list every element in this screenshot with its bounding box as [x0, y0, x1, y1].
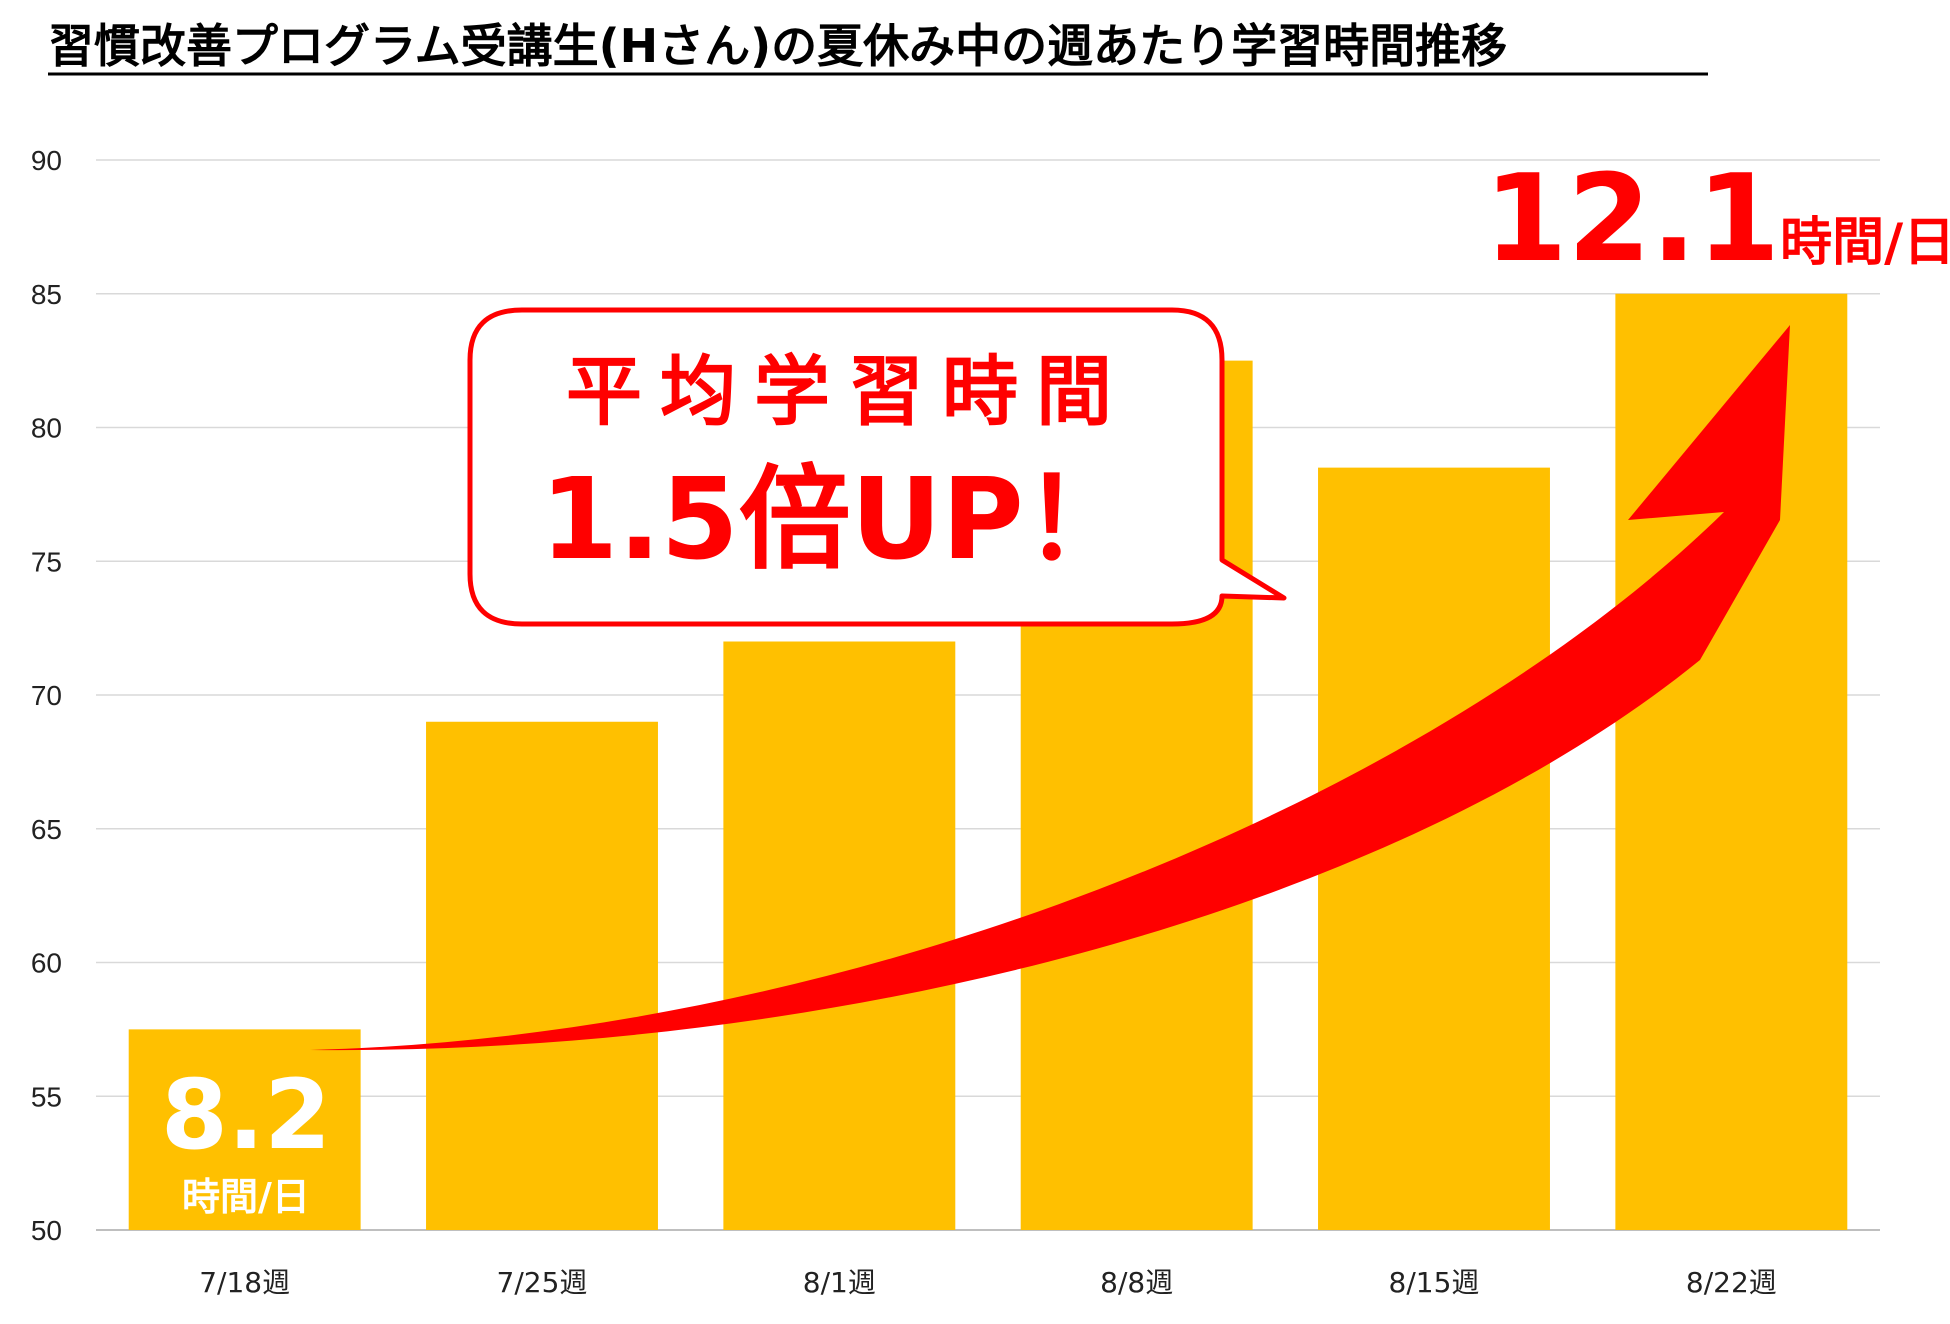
- last-bar-annotation-text: 12.1時間/日: [1484, 150, 1950, 289]
- callout-line2: 1.5倍UP！: [540, 455, 1135, 585]
- y-axis-ticks: 50 55 60 65 70 75 80 85 90: [31, 145, 62, 1246]
- first-bar-unit: 時間/日: [182, 1175, 310, 1219]
- x-tick-label: 8/8週: [1100, 1266, 1173, 1299]
- y-tick-label: 75: [31, 546, 62, 577]
- last-bar-unit: 時間/日: [1780, 213, 1950, 273]
- callout-bubble-shape: [467, 307, 1287, 627]
- y-tick-label: 65: [31, 814, 62, 845]
- y-tick-label: 80: [31, 413, 62, 444]
- y-tick-label: 90: [31, 145, 62, 176]
- y-tick-label: 85: [31, 279, 62, 310]
- y-tick-label: 70: [31, 680, 62, 711]
- callout-bubble: 平均学習時間 1.5倍UP！: [467, 307, 1287, 627]
- y-tick-label: 55: [31, 1081, 62, 1112]
- x-tick-label: 8/15週: [1389, 1266, 1480, 1299]
- y-tick-label: 60: [31, 948, 62, 979]
- last-bar-annotation: 12.1時間/日: [1484, 150, 1950, 289]
- y-tick-label: 50: [31, 1215, 62, 1246]
- x-tick-label: 7/18週: [199, 1266, 290, 1299]
- bar: [426, 721, 658, 1230]
- gridlines: [96, 159, 1880, 1231]
- chart-title: 習慣改善プログラム受講生(Hさん)の夏休み中の週あたり学習時間推移: [48, 19, 1507, 73]
- x-tick-label: 8/1週: [803, 1266, 876, 1299]
- x-tick-label: 8/22週: [1686, 1266, 1777, 1299]
- first-bar-value: 8.2: [161, 1059, 331, 1171]
- bar: [723, 641, 956, 1230]
- callout-line1: 平均学習時間: [566, 347, 1130, 436]
- last-bar-value: 12.1: [1484, 150, 1780, 289]
- x-tick-label: 7/25週: [497, 1266, 588, 1299]
- bar: [128, 1029, 361, 1230]
- x-axis-ticks: 7/18週 7/25週 8/1週 8/8週 8/15週 8/22週: [199, 1266, 1777, 1299]
